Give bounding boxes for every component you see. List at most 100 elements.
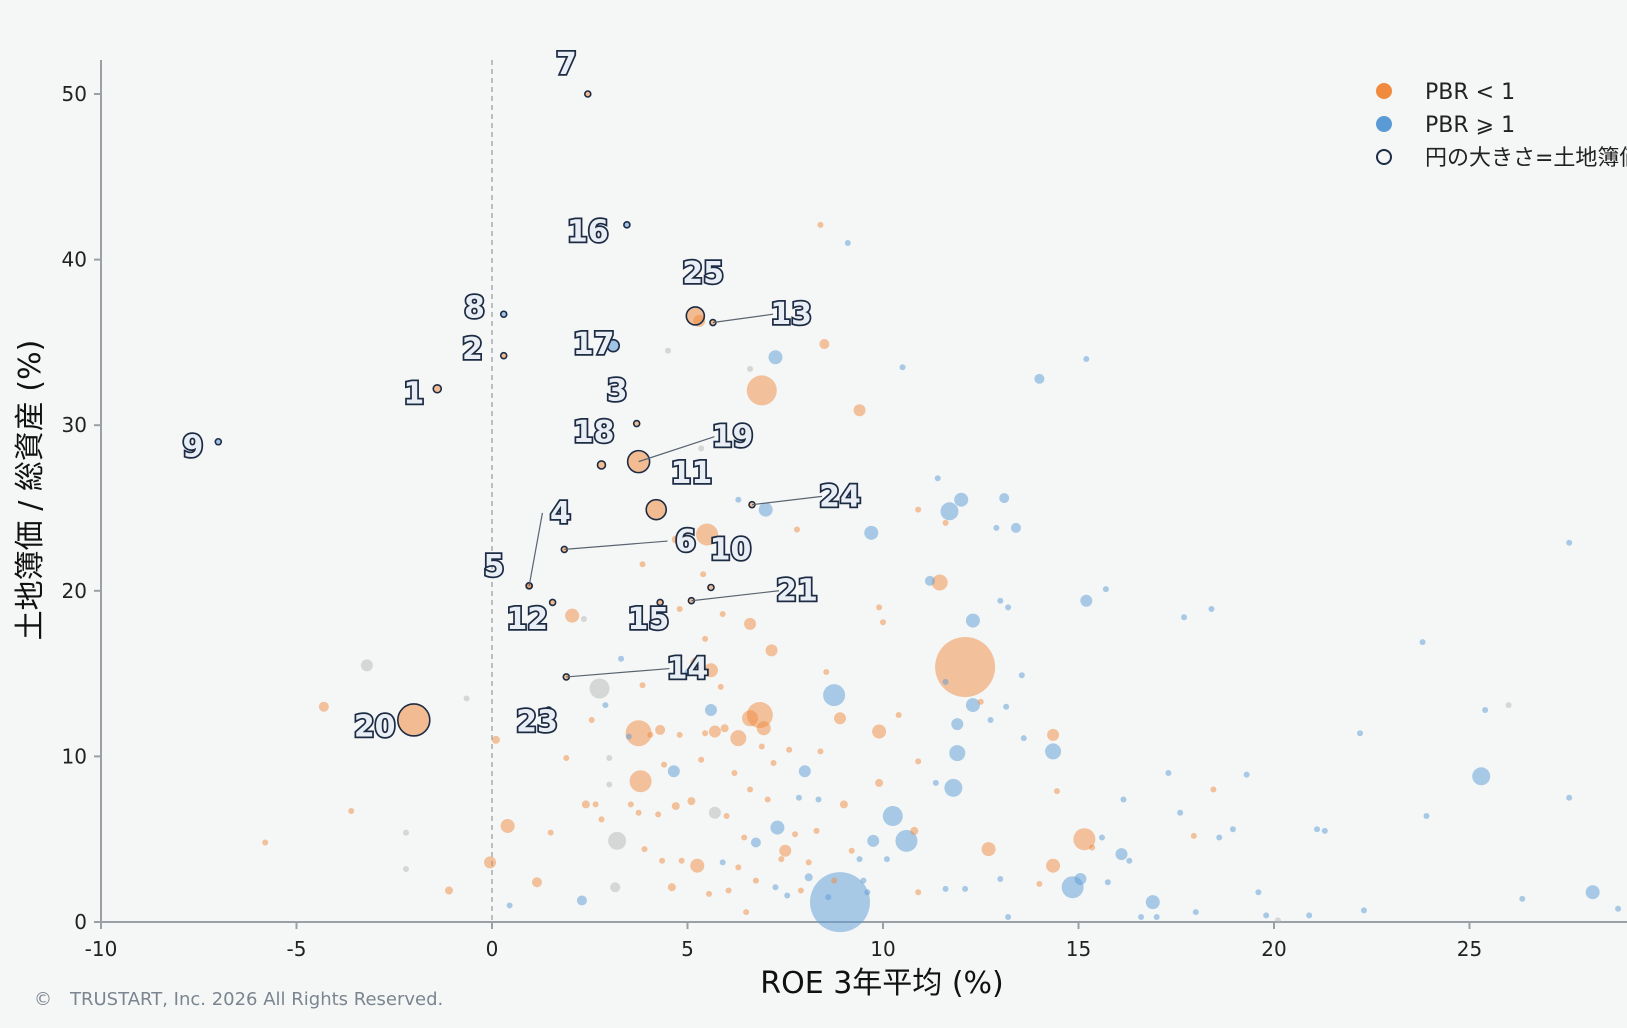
highlighted-point-10 bbox=[707, 583, 715, 592]
data-point bbox=[1274, 917, 1281, 924]
data-point bbox=[746, 375, 777, 406]
data-point bbox=[883, 856, 890, 863]
data-point bbox=[627, 801, 634, 808]
callout-label-7: 7 bbox=[556, 47, 577, 82]
data-point bbox=[882, 806, 903, 827]
data-point bbox=[484, 856, 497, 869]
data-point bbox=[719, 859, 726, 866]
data-point bbox=[764, 796, 771, 803]
data-point bbox=[742, 710, 759, 727]
callout-label-6: 6 bbox=[675, 524, 696, 559]
data-point bbox=[608, 831, 627, 850]
data-point bbox=[491, 735, 500, 744]
data-point bbox=[823, 684, 846, 707]
data-point bbox=[1263, 912, 1270, 919]
data-point bbox=[795, 794, 802, 801]
callout-label-25: 25 bbox=[682, 256, 724, 291]
data-point bbox=[864, 889, 871, 896]
data-point bbox=[758, 502, 773, 517]
legend-marker bbox=[1376, 149, 1392, 165]
callout-label-11: 11 bbox=[671, 456, 713, 491]
data-point bbox=[750, 837, 761, 848]
data-point bbox=[1243, 771, 1250, 778]
data-point bbox=[839, 800, 848, 809]
data-point bbox=[1192, 909, 1199, 916]
data-point bbox=[880, 619, 886, 626]
x-tick-label: 25 bbox=[1457, 937, 1482, 961]
data-point bbox=[747, 365, 754, 372]
data-point bbox=[661, 761, 668, 768]
legend-label: 円の大きさ=土地簿価 bbox=[1425, 146, 1627, 171]
data-point bbox=[965, 613, 980, 628]
data-point bbox=[1034, 373, 1045, 384]
callout-label-14: 14 bbox=[667, 652, 709, 687]
data-point bbox=[819, 339, 830, 350]
data-point bbox=[588, 716, 595, 723]
data-point bbox=[360, 659, 373, 672]
data-point bbox=[402, 829, 409, 836]
data-point bbox=[610, 882, 621, 893]
highlighted-point-25 bbox=[685, 306, 706, 326]
data-point bbox=[779, 844, 792, 857]
data-point bbox=[1046, 858, 1061, 873]
highlighted-point-3 bbox=[632, 419, 641, 428]
data-point bbox=[817, 221, 824, 228]
data-point bbox=[635, 809, 642, 816]
leader-line bbox=[712, 313, 774, 324]
data-point bbox=[402, 866, 409, 873]
data-point bbox=[809, 872, 870, 933]
data-point bbox=[1047, 728, 1060, 741]
data-point bbox=[664, 347, 671, 354]
data-point bbox=[725, 887, 732, 894]
data-point bbox=[708, 725, 721, 738]
data-point bbox=[951, 718, 964, 731]
data-point bbox=[1423, 813, 1430, 820]
data-point bbox=[805, 859, 812, 866]
legend-marker bbox=[1376, 83, 1392, 99]
callout-label-8: 8 bbox=[464, 291, 485, 326]
highlighted-point-2 bbox=[499, 351, 508, 360]
data-point bbox=[875, 778, 884, 787]
data-point bbox=[576, 895, 587, 906]
callout-label-19: 19 bbox=[712, 420, 754, 455]
legend-marker bbox=[1376, 116, 1392, 132]
data-point bbox=[506, 902, 513, 909]
data-point bbox=[262, 839, 269, 846]
data-point bbox=[940, 502, 959, 521]
data-point bbox=[895, 829, 918, 852]
data-point bbox=[690, 656, 705, 671]
data-point bbox=[965, 698, 980, 713]
data-point bbox=[606, 755, 613, 762]
data-point bbox=[667, 765, 680, 778]
data-point bbox=[768, 350, 783, 365]
data-point bbox=[1138, 914, 1145, 921]
data-point bbox=[784, 892, 791, 899]
data-point bbox=[1615, 905, 1622, 912]
data-point bbox=[720, 724, 729, 733]
data-point bbox=[676, 731, 683, 738]
data-point bbox=[1566, 794, 1573, 801]
data-point bbox=[735, 864, 742, 871]
callout-label-5: 5 bbox=[484, 549, 505, 584]
highlighted-points bbox=[214, 90, 756, 737]
x-tick-label: 10 bbox=[870, 937, 895, 961]
data-point bbox=[993, 524, 1000, 531]
data-point bbox=[719, 610, 726, 617]
data-point bbox=[1321, 827, 1328, 834]
legend: PBR < 1 PBR ⩾ 1 円の大きさ=土地簿価 bbox=[1376, 80, 1627, 171]
highlighted-point-15 bbox=[656, 598, 664, 607]
callout-label-16: 16 bbox=[567, 214, 609, 249]
data-point bbox=[786, 746, 793, 753]
data-point bbox=[592, 801, 599, 808]
data-point bbox=[696, 523, 719, 546]
data-point bbox=[815, 796, 822, 803]
data-point bbox=[563, 755, 570, 762]
highlighted-point-7 bbox=[583, 90, 592, 98]
highlighted-point-20 bbox=[396, 703, 431, 737]
data-point bbox=[915, 758, 922, 765]
data-point bbox=[700, 571, 707, 578]
data-point bbox=[723, 813, 730, 820]
data-point bbox=[765, 644, 778, 657]
